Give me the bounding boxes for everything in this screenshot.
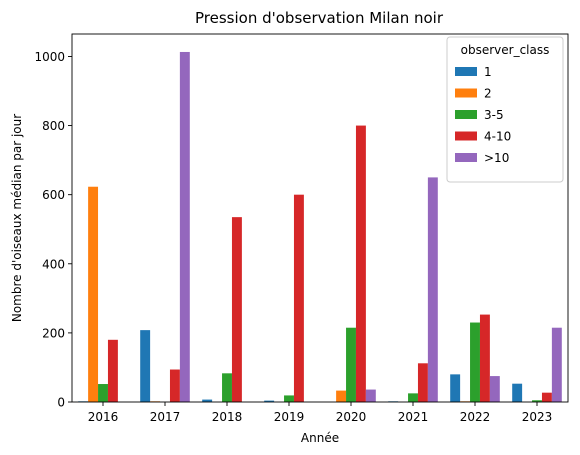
x-tick-label: 2016 (88, 410, 119, 424)
x-tick-label: 2020 (336, 410, 367, 424)
x-tick-label: 2017 (150, 410, 181, 424)
bar-2017-series-0 (140, 330, 151, 402)
x-tick-label: 2019 (274, 410, 305, 424)
legend-items: 1 2 3-5 4-10 >10 (455, 65, 511, 165)
y-tick-label: 400 (42, 257, 65, 271)
y-tick-label: 1000 (34, 50, 65, 64)
bar-2022-series-3 (479, 314, 490, 402)
bar-2023-series-4 (551, 327, 562, 402)
bar-2016-series-2 (98, 384, 108, 402)
bar-2018-series-0 (202, 399, 213, 402)
bar-2017-series-4 (179, 51, 190, 402)
bar-2023-series-3 (541, 392, 552, 402)
legend-swatch (455, 88, 477, 98)
y-axis-ticks: 0 200 400 600 800 1000 (34, 50, 72, 410)
bar-2018-series-2 (222, 373, 232, 402)
legend-swatch (455, 131, 477, 141)
bar-2021-series-4 (427, 177, 438, 402)
plot-frame (71, 33, 569, 403)
x-axis-label: Année (301, 431, 339, 445)
x-tick-label: 2021 (398, 410, 429, 424)
legend-swatch (455, 67, 477, 76)
x-axis-ticks: 2016 2017 2018 2019 2020 2021 2022 2023 (88, 402, 553, 424)
legend-label: 2 (484, 87, 492, 101)
bar-2016-series-3 (107, 339, 118, 402)
bar-2021-series-2 (408, 393, 418, 402)
x-tick-label: 2023 (522, 410, 553, 424)
legend-label: >10 (484, 151, 509, 165)
legend: observer_class 1 2 3-5 4-10 >10 (446, 36, 564, 183)
legend-label: 3-5 (484, 108, 504, 122)
bar-2020-series-3 (355, 125, 366, 402)
bar-2020-series-1 (336, 390, 347, 402)
bar-2019-series-3 (293, 194, 304, 402)
bar-2022-series-4 (489, 376, 500, 402)
y-tick-label: 0 (57, 396, 65, 410)
y-tick-label: 200 (42, 326, 65, 340)
bar-2018-series-3 (231, 217, 242, 402)
y-axis-label: Nombre d'oiseaux médian par jour (10, 114, 24, 322)
bar-2019-series-2 (284, 395, 294, 402)
x-tick-label: 2022 (460, 410, 491, 424)
legend-swatch (455, 110, 477, 119)
bar-2017-series-3 (169, 369, 180, 402)
legend-title: observer_class (461, 43, 550, 57)
bar-2020-series-2 (346, 327, 356, 402)
bar-2023-series-2 (532, 400, 542, 402)
bar-2019-series-0 (264, 400, 275, 402)
bar-2016-series-1 (88, 186, 99, 402)
bar-2021-series-3 (417, 363, 428, 402)
x-tick-label: 2018 (212, 410, 243, 424)
legend-swatch (455, 153, 477, 162)
y-tick-label: 800 (42, 119, 65, 133)
legend-label: 1 (484, 65, 492, 79)
bar-2022-series-0 (450, 374, 461, 402)
bar-2020-series-4 (365, 389, 376, 402)
legend-label: 4-10 (484, 130, 511, 144)
y-tick-label: 600 (42, 188, 65, 202)
chart-title: Pression d'observation Milan noir (195, 9, 444, 27)
bar-2022-series-2 (470, 322, 480, 402)
bars (78, 51, 562, 402)
bar-2023-series-0 (512, 383, 523, 402)
